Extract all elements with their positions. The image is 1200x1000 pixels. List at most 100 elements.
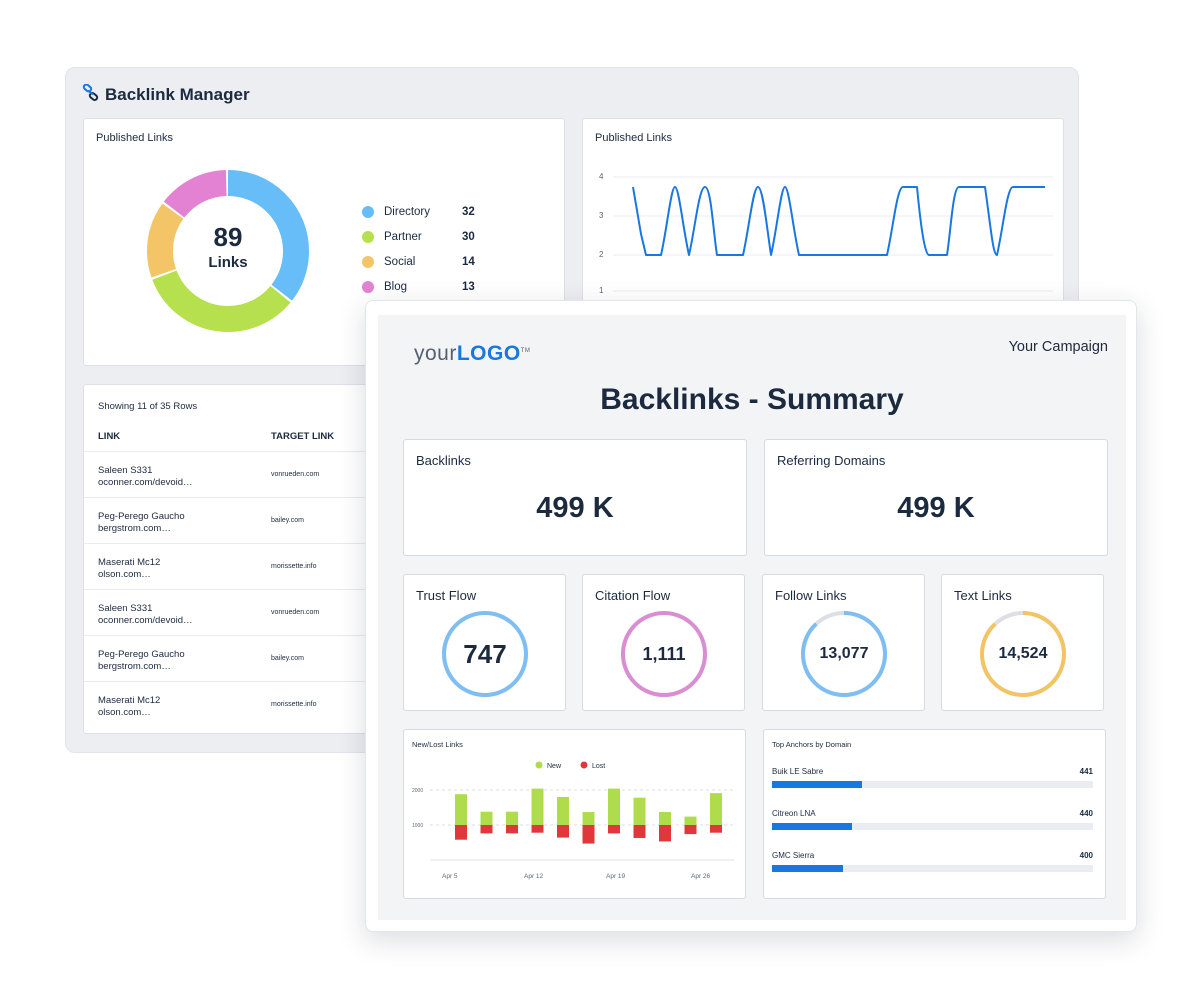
bar-lost bbox=[582, 825, 595, 844]
bar-new bbox=[582, 812, 595, 825]
bar-new bbox=[684, 816, 697, 825]
bar-new bbox=[557, 797, 569, 825]
column-header-link[interactable]: LINK bbox=[98, 431, 121, 442]
link-url[interactable]: olson.com… bbox=[98, 569, 151, 580]
table-row[interactable]: Saleen S331 oconner.com/devoid… vonruede… bbox=[84, 589, 374, 635]
report-page: yourLOGOTM Your Campaign Backlinks - Sum… bbox=[378, 315, 1126, 920]
column-header-target-link[interactable]: TARGET LINK bbox=[271, 431, 335, 442]
table-row[interactable]: Peg-Perego Gaucho bergstrom.com… bailey.… bbox=[84, 497, 374, 543]
chart-title: New/Lost Links bbox=[412, 740, 463, 749]
card-title: Published Links bbox=[595, 132, 673, 144]
ring-svg bbox=[442, 611, 528, 697]
bar-lost bbox=[684, 825, 697, 835]
ring-svg bbox=[980, 611, 1066, 697]
report-window: yourLOGOTM Your Campaign Backlinks - Sum… bbox=[365, 300, 1137, 932]
target-link[interactable]: vonrueden.com bbox=[271, 609, 320, 616]
top-anchors-card: Top Anchors by Domain Buik LE Sabre 441 … bbox=[763, 729, 1106, 899]
bar-new bbox=[710, 793, 722, 825]
link-name: Peg-Perego Gaucho bbox=[98, 511, 185, 522]
donut-center-label: Links bbox=[208, 254, 248, 271]
bar-new bbox=[659, 812, 671, 825]
x-tick-label: Apr 12 bbox=[524, 873, 544, 880]
bar-new bbox=[531, 788, 544, 825]
ring-arc bbox=[801, 611, 887, 697]
target-link[interactable]: morissette.info bbox=[271, 701, 317, 708]
ring-value: 747 bbox=[463, 639, 507, 669]
anchor-bar bbox=[772, 865, 843, 872]
donut-chart bbox=[147, 170, 309, 332]
new-lost-links-card: New/Lost Links New Lost 2000 1000 Apr 5 … bbox=[403, 729, 746, 899]
link-url[interactable]: oconner.com/devoid… bbox=[98, 615, 193, 626]
link-url[interactable]: bergstrom.com… bbox=[98, 523, 171, 534]
table-row[interactable]: Maserati Mc12 olson.com… morissette.info bbox=[84, 543, 374, 589]
link-url[interactable]: olson.com… bbox=[98, 707, 151, 718]
bar-lost bbox=[506, 825, 518, 834]
kpi-card-follow-links: Follow Links 13,077 bbox=[762, 574, 925, 711]
logo-text-logo: LOGO bbox=[456, 342, 521, 365]
ring-arc bbox=[621, 611, 707, 697]
ring-svg bbox=[621, 611, 707, 697]
kpi-card-citation-flow: Citation Flow 1,111 bbox=[582, 574, 745, 711]
anchor-value: 441 bbox=[1079, 767, 1093, 776]
legend-label: Directory bbox=[384, 206, 431, 218]
line-chart bbox=[613, 176, 1053, 292]
ring-value: 1,111 bbox=[642, 644, 686, 664]
table-row[interactable]: Saleen S331 oconner.com/devoid… vonruede… bbox=[84, 451, 374, 497]
legend-label: Blog bbox=[384, 281, 408, 293]
logo-trademark: TM bbox=[520, 348, 531, 354]
legend-item-directory: Directory 32 bbox=[362, 206, 475, 218]
bar-new bbox=[506, 811, 518, 825]
table-row-count: Showing 11 of 35 Rows bbox=[98, 401, 198, 412]
legend-dot bbox=[362, 206, 374, 218]
kpi-card-referring-domains: Referring Domains 499 K bbox=[764, 439, 1108, 556]
table-row[interactable]: Peg-Perego Gaucho bergstrom.com… bailey.… bbox=[84, 635, 374, 681]
anchor-name: GMC Sierra bbox=[772, 851, 815, 860]
donut-center-value: 89 bbox=[213, 222, 243, 252]
ring-value: 13,077 bbox=[819, 645, 869, 662]
link-url[interactable]: bergstrom.com… bbox=[98, 661, 171, 672]
logo-text-your: your bbox=[414, 342, 457, 365]
links-table-card: Showing 11 of 35 Rows LINK TARGET LINK S… bbox=[83, 384, 374, 734]
target-link[interactable]: morissette.info bbox=[271, 563, 317, 570]
legend-item-partner: Partner 30 bbox=[362, 231, 475, 243]
target-link[interactable]: bailey.com bbox=[271, 655, 304, 662]
y-tick-label: 1 bbox=[599, 286, 604, 295]
kpi-label: Citation Flow bbox=[595, 588, 671, 603]
kpi-card-trust-flow: Trust Flow 747 bbox=[403, 574, 566, 711]
bar-lost bbox=[557, 825, 569, 838]
ring-gauge: 1,111 bbox=[619, 609, 709, 699]
kpi-label: Follow Links bbox=[775, 588, 847, 603]
link-icon bbox=[82, 83, 99, 106]
target-link[interactable]: vonrueden.com bbox=[271, 471, 320, 478]
y-tick-label: 2000 bbox=[412, 788, 423, 794]
table-row[interactable]: Maserati Mc12 olson.com… morissette.info bbox=[84, 681, 374, 727]
anchor-name: Buik LE Sabre bbox=[772, 767, 824, 776]
legend-label: Partner bbox=[384, 231, 422, 243]
anchor-bar bbox=[772, 823, 853, 830]
ring-gauge: 747 bbox=[440, 609, 530, 699]
legend-item-blog: Blog 13 bbox=[362, 281, 475, 293]
kpi-value: 499 K bbox=[536, 492, 614, 524]
target-link[interactable]: bailey.com bbox=[271, 517, 304, 524]
link-url[interactable]: oconner.com/devoid… bbox=[98, 477, 193, 488]
ring-svg bbox=[801, 611, 887, 697]
legend-value: 14 bbox=[462, 256, 475, 268]
bar-lost bbox=[710, 825, 722, 833]
link-name: Maserati Mc12 bbox=[98, 557, 161, 568]
x-tick-label: Apr 19 bbox=[606, 873, 626, 880]
legend-label: Social bbox=[384, 256, 416, 268]
kpi-label: Backlinks bbox=[416, 453, 471, 468]
anchor-bar-track bbox=[772, 865, 1093, 872]
kpi-value: 499 K bbox=[897, 492, 975, 524]
x-tick-label: Apr 5 bbox=[442, 873, 458, 880]
kpi-card-backlinks: Backlinks 499 K bbox=[403, 439, 747, 556]
legend-value: 30 bbox=[462, 231, 475, 243]
chart-title: Top Anchors by Domain bbox=[772, 740, 852, 749]
bar-group bbox=[455, 788, 722, 844]
bar-lost bbox=[480, 825, 493, 834]
y-tick-label: 3 bbox=[599, 211, 604, 220]
anchor-name: Citreon LNA bbox=[772, 809, 816, 818]
legend-value: 13 bbox=[462, 281, 475, 293]
link-name: Saleen S331 bbox=[98, 603, 153, 614]
ring-gauge: 13,077 bbox=[799, 609, 889, 699]
